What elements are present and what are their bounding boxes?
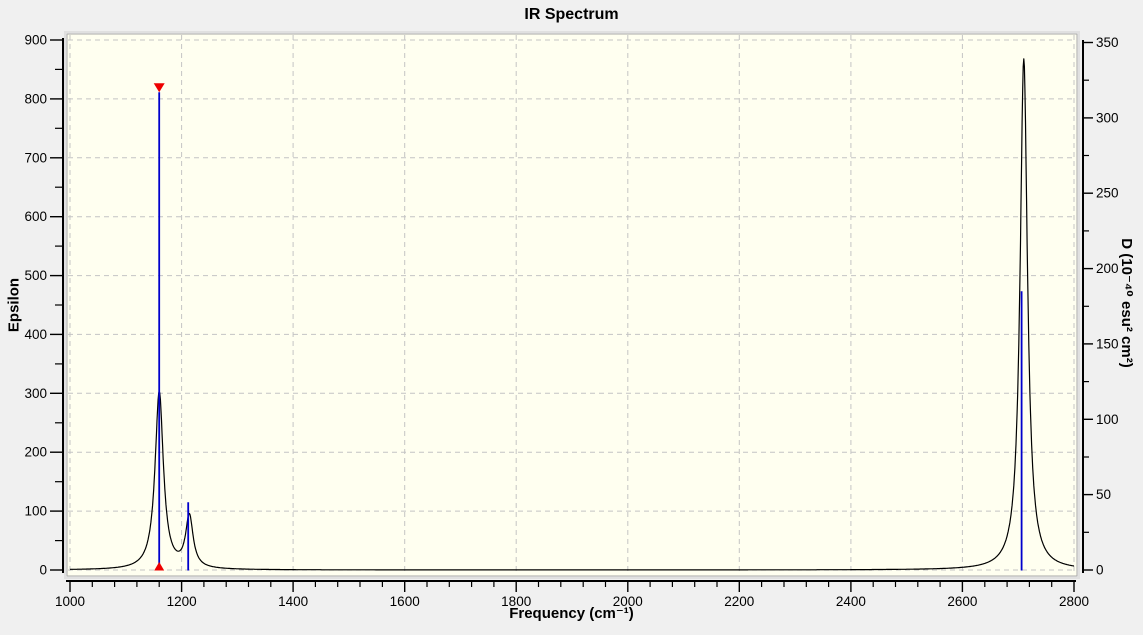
svg-text:100: 100 xyxy=(1096,412,1119,427)
svg-text:2200: 2200 xyxy=(724,594,754,609)
svg-text:1200: 1200 xyxy=(167,594,197,609)
dipole-strength-stems xyxy=(158,92,1023,571)
selection-marker-top-icon xyxy=(153,83,165,93)
selection-marker-bottom-icon xyxy=(154,562,165,571)
svg-text:700: 700 xyxy=(24,150,47,165)
svg-text:2000: 2000 xyxy=(613,594,643,609)
left-axis-label: Epsilon xyxy=(5,277,23,333)
svg-text:100: 100 xyxy=(24,504,47,519)
svg-text:50: 50 xyxy=(1096,487,1111,502)
left-y-axis: 0 100 200 300 400 500 600 700 800 900 xyxy=(24,33,64,578)
svg-text:0: 0 xyxy=(39,563,47,578)
svg-text:1400: 1400 xyxy=(278,594,308,609)
svg-text:500: 500 xyxy=(24,268,47,283)
right-axis-label: D (10⁻⁴⁰ esu² cm²) xyxy=(1118,238,1135,368)
svg-text:150: 150 xyxy=(1096,336,1119,351)
svg-text:350: 350 xyxy=(1096,35,1119,50)
svg-text:300: 300 xyxy=(1096,110,1119,125)
svg-text:600: 600 xyxy=(24,209,47,224)
svg-text:300: 300 xyxy=(24,386,47,401)
chart-title: IR Spectrum xyxy=(524,6,619,23)
svg-text:200: 200 xyxy=(24,445,47,460)
selected-mode-markers[interactable] xyxy=(153,83,165,571)
svg-text:200: 200 xyxy=(1096,261,1119,276)
svg-text:0: 0 xyxy=(1096,563,1104,578)
x-axis-label: Frequency (cm⁻¹) xyxy=(509,605,634,622)
svg-text:2600: 2600 xyxy=(947,594,977,609)
svg-text:1000: 1000 xyxy=(55,594,85,609)
x-axis: 1000 1200 1400 1600 1800 2000 2200 2400 2600 2800 xyxy=(55,580,1089,609)
epsilon-curve xyxy=(69,58,1075,571)
plot-area xyxy=(64,31,1080,579)
svg-text:2800: 2800 xyxy=(1059,594,1089,609)
svg-text:1800: 1800 xyxy=(501,594,531,609)
svg-text:400: 400 xyxy=(24,327,47,342)
svg-text:800: 800 xyxy=(24,91,47,106)
grid xyxy=(68,35,1076,575)
right-y-axis: 0 50 100 150 200 250 300 350 xyxy=(1082,35,1119,578)
svg-text:900: 900 xyxy=(24,33,47,48)
svg-text:250: 250 xyxy=(1096,186,1119,201)
svg-text:2400: 2400 xyxy=(836,594,866,609)
svg-text:1600: 1600 xyxy=(390,594,420,609)
